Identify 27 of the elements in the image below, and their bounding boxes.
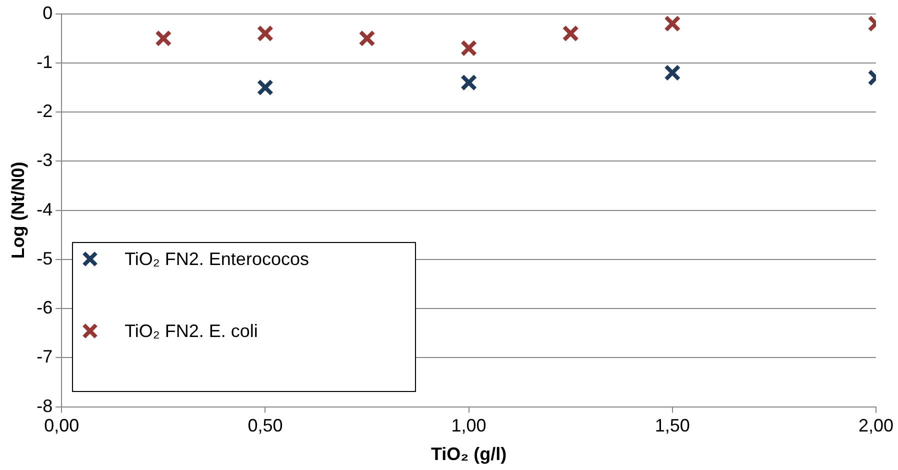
y-axis-title: Log (Nt/N0) [8, 162, 28, 259]
point [256, 25, 274, 42]
y-tick-label: -1 [36, 52, 53, 72]
y-tick-label: -4 [36, 199, 53, 220]
legend-label: TiO₂ FN2. E. coli [124, 320, 258, 342]
x-tick-label: 1,50 [654, 416, 690, 436]
x-tick-label: 0,50 [248, 416, 283, 436]
y-tick-label: -3 [36, 150, 53, 170]
y-tick-label: -6 [36, 298, 53, 318]
x-tick-label: 1,00 [451, 416, 486, 436]
point [664, 64, 681, 82]
y-tick-label: -7 [36, 346, 53, 367]
point [562, 25, 579, 42]
point [155, 30, 172, 47]
point [460, 40, 478, 57]
y-tick-label: -5 [36, 248, 53, 268]
y-tick-label: 0 [42, 2, 53, 23]
y-tick-label: -2 [36, 101, 53, 122]
point [358, 30, 376, 47]
x-tick-label: 0,00 [44, 416, 80, 436]
x-axis-title: TiO₂ (g/l) [430, 444, 507, 464]
legend-label: TiO₂ FN2. Enterococos [124, 248, 309, 270]
point [256, 79, 274, 96]
point [460, 74, 478, 91]
point [664, 15, 681, 32]
x-tick-label: 2,00 [858, 416, 894, 436]
y-tick-label: -8 [36, 396, 53, 416]
